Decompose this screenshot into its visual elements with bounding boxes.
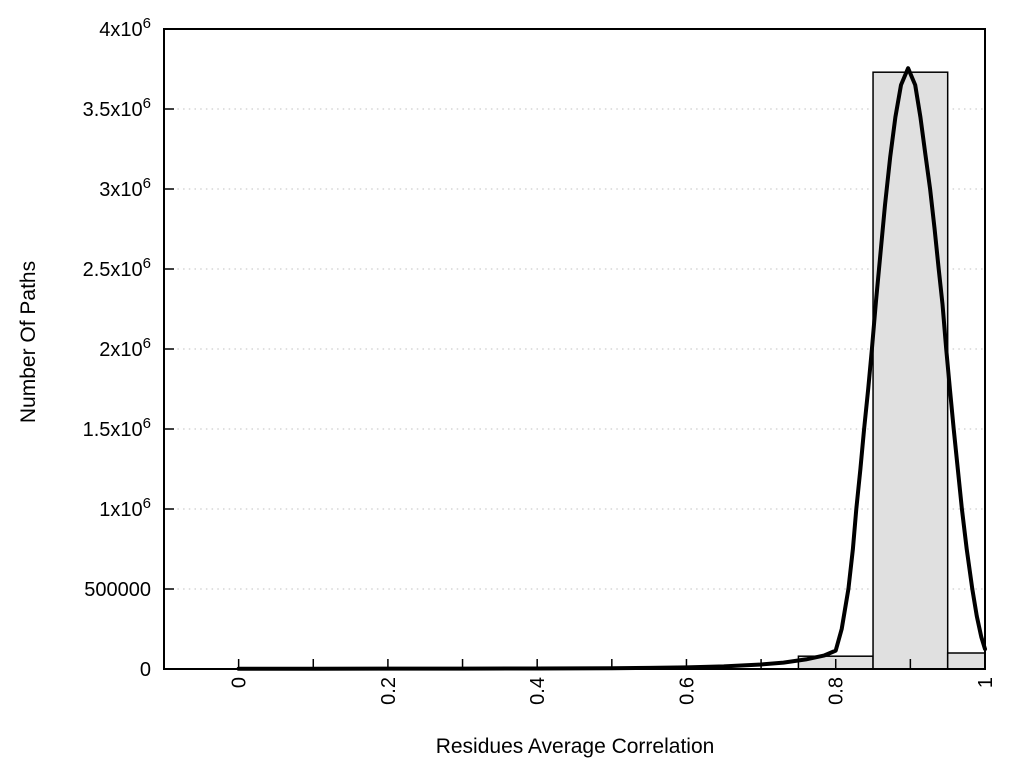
plot-border [163,28,986,670]
y-tick-label: 1.5x106 [83,415,151,441]
y-tick-label: 3x106 [99,175,151,201]
gridlines-group [166,108,984,590]
x-tick-label: 0.8 [826,677,848,705]
x-axis-title: Residues Average Correlation [435,735,715,758]
y-axis-title: Number Of Paths [17,260,40,424]
histogram-bar [872,71,949,670]
x-tick-label: 0.6 [676,677,698,705]
y-tick-label: 0 [140,659,151,681]
x-tick-label: 0 [229,677,251,688]
y-tick-label: 500000 [84,579,151,601]
histogram-bars-group [797,71,986,670]
y-tick-label: 4x106 [99,15,151,41]
y-tick-label: 1x106 [99,495,151,521]
y-tick-label: 2.5x106 [83,255,151,281]
x-tick-label: 0.2 [378,677,400,705]
histogram-bar [946,652,986,670]
y-tick-label: 2x106 [99,335,151,361]
x-tick-label: 0.4 [527,677,549,705]
fit-curve [236,66,987,671]
ticks-group [165,28,986,670]
x-tick-label: 1 [975,677,997,688]
y-tick-label: 3.5x106 [83,95,151,121]
